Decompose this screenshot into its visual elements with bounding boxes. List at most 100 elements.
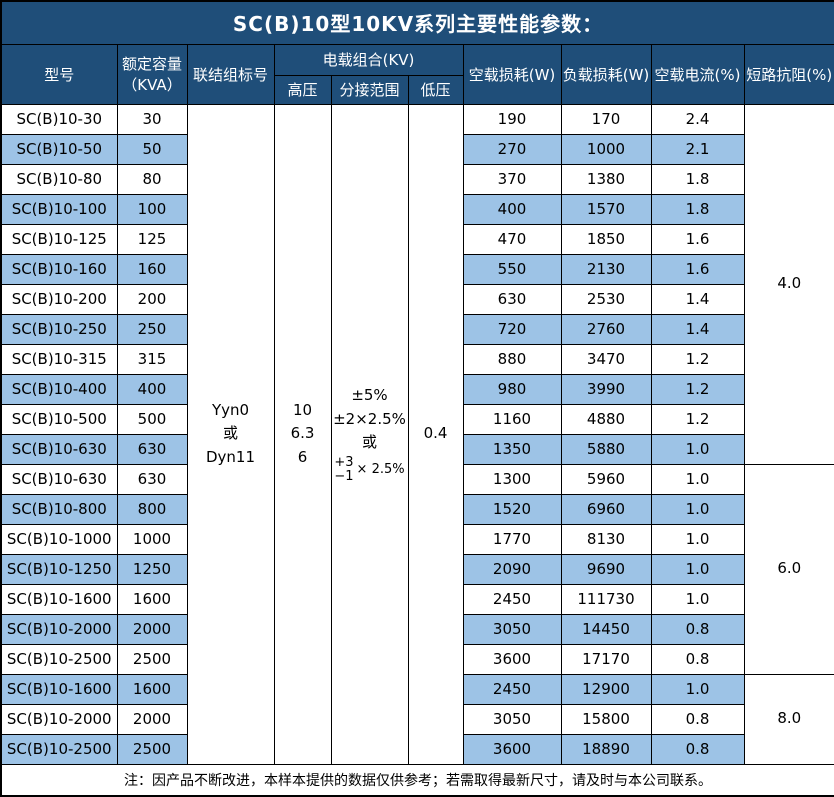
no-load-loss-cell: 550	[462, 253, 562, 285]
model-cell: SC(B)10-500	[0, 403, 118, 435]
table-row: SC(B)10-630 630 1350 5880 1.0	[0, 433, 834, 465]
capacity-cell: 400	[116, 373, 188, 405]
tap-range-line: ±2×2.5%	[333, 409, 406, 428]
no-load-current-cell: 1.0	[650, 433, 745, 465]
col-header-vector-group: 联结组标号	[186, 43, 275, 105]
hv-line: 6.3	[290, 424, 315, 443]
table-row: SC(B)10-2500 2500 3600 18890 0.8	[0, 733, 834, 765]
capacity-cell: 2500	[116, 733, 188, 765]
no-load-current-cell: 0.8	[650, 703, 745, 735]
capacity-cell: 2000	[116, 703, 188, 735]
impedance-cell: 4.0	[743, 103, 834, 465]
no-load-loss-cell: 1300	[462, 463, 562, 495]
no-load-current-cell: 1.4	[650, 313, 745, 345]
model-cell: SC(B)10-2000	[0, 703, 118, 735]
load-loss-cell: 111730	[560, 583, 652, 615]
impedance-cell: 8.0	[743, 673, 834, 765]
model-cell: SC(B)10-2000	[0, 613, 118, 645]
capacity-cell: 2000	[116, 613, 188, 645]
col-header-tap-range: 分接范围	[330, 74, 409, 105]
tap-fraction-bottom: −1	[334, 468, 354, 484]
load-loss-cell: 2760	[560, 313, 652, 345]
load-loss-cell: 2130	[560, 253, 652, 285]
capacity-cell: 160	[116, 253, 188, 285]
tap-fraction: +3 −1 × 2.5%	[332, 456, 407, 483]
hv-cell: 10 6.3 6	[273, 103, 332, 765]
tap-fraction-suffix: × 2.5%	[356, 462, 405, 478]
model-cell: SC(B)10-1000	[0, 523, 118, 555]
model-cell: SC(B)10-80	[0, 163, 118, 195]
model-cell: SC(B)10-2500	[0, 643, 118, 675]
model-cell: SC(B)10-800	[0, 493, 118, 525]
capacity-cell: 315	[116, 343, 188, 375]
load-loss-cell: 1570	[560, 193, 652, 225]
table-row: SC(B)10-2000 2000 3050 14450 0.8	[0, 613, 834, 645]
no-load-current-cell: 1.0	[650, 583, 745, 615]
capacity-cell: 1600	[116, 673, 188, 705]
load-loss-cell: 170	[560, 103, 652, 135]
no-load-current-cell: 1.0	[650, 493, 745, 525]
model-cell: SC(B)10-100	[0, 193, 118, 225]
model-cell: SC(B)10-2500	[0, 733, 118, 765]
tap-fraction-top: +3	[334, 455, 354, 471]
load-loss-cell: 3470	[560, 343, 652, 375]
load-loss-cell: 12900	[560, 673, 652, 705]
no-load-loss-cell: 3050	[462, 703, 562, 735]
no-load-loss-cell: 190	[462, 103, 562, 135]
no-load-current-cell: 1.8	[650, 193, 745, 225]
title-bar: SC(B)10型10KV系列主要性能参数：	[0, 0, 834, 45]
table-row: SC(B)10-500 500 1160 4880 1.2	[0, 403, 834, 435]
capacity-cell: 800	[116, 493, 188, 525]
load-loss-cell: 6960	[560, 493, 652, 525]
no-load-loss-cell: 3600	[462, 643, 562, 675]
table-row: SC(B)10-800 800 1520 6960 1.0	[0, 493, 834, 525]
no-load-current-cell: 1.8	[650, 163, 745, 195]
no-load-loss-cell: 1350	[462, 433, 562, 465]
load-loss-cell: 5960	[560, 463, 652, 495]
capacity-cell: 250	[116, 313, 188, 345]
no-load-current-cell: 0.8	[650, 733, 745, 765]
capacity-cell: 1250	[116, 553, 188, 585]
no-load-current-cell: 1.6	[650, 253, 745, 285]
capacity-cell: 630	[116, 463, 188, 495]
model-cell: SC(B)10-50	[0, 133, 118, 165]
no-load-loss-cell: 2450	[462, 673, 562, 705]
capacity-cell: 80	[116, 163, 188, 195]
no-load-loss-cell: 880	[462, 343, 562, 375]
vector-group-line: 或	[222, 424, 238, 443]
lv-cell: 0.4	[407, 103, 464, 765]
load-loss-cell: 15800	[560, 703, 652, 735]
col-header-model: 型号	[0, 43, 118, 105]
load-loss-cell: 1380	[560, 163, 652, 195]
no-load-loss-cell: 2450	[462, 583, 562, 615]
no-load-current-cell: 2.1	[650, 133, 745, 165]
load-loss-cell: 9690	[560, 553, 652, 585]
no-load-current-cell: 2.4	[650, 103, 745, 135]
capacity-cell: 500	[116, 403, 188, 435]
col-header-capacity-line1: 额定容量	[121, 55, 182, 73]
no-load-current-cell: 1.0	[650, 463, 745, 495]
no-load-loss-cell: 630	[462, 283, 562, 315]
capacity-cell: 1600	[116, 583, 188, 615]
vector-group-cell: Yyn0 或 Dyn11	[186, 103, 275, 765]
no-load-loss-cell: 1520	[462, 493, 562, 525]
tap-range-line: 或	[361, 432, 377, 451]
table-row: SC(B)10-100 100 400 1570 1.8	[0, 193, 834, 225]
col-header-capacity-line2: （KVA）	[122, 76, 182, 94]
model-cell: SC(B)10-1600	[0, 583, 118, 615]
no-load-current-cell: 1.0	[650, 673, 745, 705]
no-load-loss-cell: 1770	[462, 523, 562, 555]
capacity-cell: 200	[116, 283, 188, 315]
table-row: SC(B)10-400 400 980 3990 1.2	[0, 373, 834, 405]
col-header-lv: 低压	[407, 74, 464, 105]
no-load-current-cell: 1.0	[650, 523, 745, 555]
no-load-loss-cell: 470	[462, 223, 562, 255]
no-load-loss-cell: 980	[462, 373, 562, 405]
col-header-no-load-current: 空载电流(%)	[650, 43, 745, 105]
tap-fraction-stack: +3 −1	[334, 456, 353, 483]
table-row: SC(B)10-2000 2000 3050 15800 0.8	[0, 703, 834, 735]
col-header-capacity: 额定容量 （KVA）	[116, 43, 188, 105]
load-loss-cell: 4880	[560, 403, 652, 435]
model-cell: SC(B)10-125	[0, 223, 118, 255]
